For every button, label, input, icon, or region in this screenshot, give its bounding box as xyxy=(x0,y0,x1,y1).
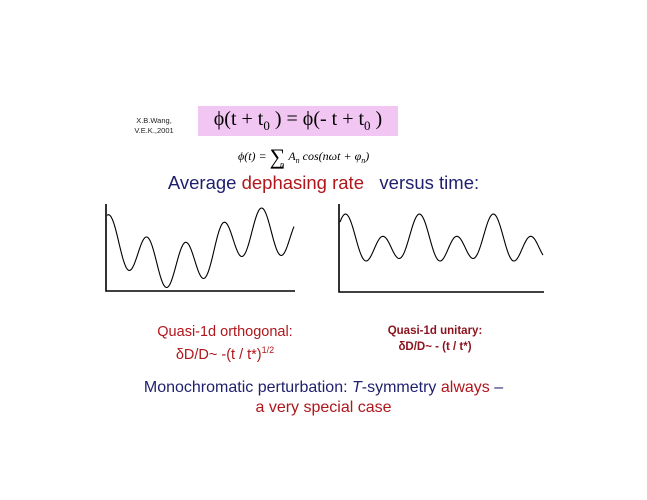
eq-rhs: ) xyxy=(370,108,383,130)
bottom-text-2: -symmetry xyxy=(361,379,441,396)
eq-mid: ) = ϕ(- t + t xyxy=(269,108,365,130)
right-plot-waveform xyxy=(339,213,544,262)
bottom-always: always xyxy=(440,379,490,396)
credit-line-1: X.B.Wang, xyxy=(136,116,172,125)
sum-index: n xyxy=(280,160,284,169)
eq-sub-1: 0 xyxy=(263,118,270,133)
heading-part-1: Average xyxy=(167,172,242,193)
right-caption-formula: δD/D~ - (t / t*) xyxy=(398,341,472,353)
right-plot-axes xyxy=(338,204,544,293)
bottom-dash: – xyxy=(489,379,504,396)
series-lhs: ϕ(t) = xyxy=(238,149,270,163)
eq-sub-2: 0 xyxy=(364,118,371,133)
left-formula-exponent: 1/2 xyxy=(261,345,275,355)
bottom-line-1: Monochromatic perturbation: T-symmetry a… xyxy=(0,378,647,398)
sum-symbol: ∑ xyxy=(269,144,286,169)
heading-highlight: dephasing rate xyxy=(241,172,364,193)
left-plot-waveform xyxy=(106,207,295,289)
bottom-italic-t: T xyxy=(351,379,362,396)
series-a-sub: n xyxy=(295,156,300,165)
bottom-text-1: Monochromatic perturbation: xyxy=(143,379,352,396)
right-oscillation-plot xyxy=(338,204,544,293)
left-oscillation-plot xyxy=(105,204,295,292)
fourier-series-equation: ϕ(t) = ∑ n An cos(nωt + φn) xyxy=(238,140,370,169)
left-formula-text: δD/D~ -(t / t*) xyxy=(175,346,262,363)
series-phi-sub: n xyxy=(361,156,366,165)
bottom-statement: Monochromatic perturbation: T-symmetry a… xyxy=(0,378,647,418)
bottom-line-2: a very special case xyxy=(255,399,392,416)
left-caption-formula: δD/D~ -(t / t*)1/2 xyxy=(140,341,310,364)
right-caption-title: Quasi-1d unitary: xyxy=(387,325,483,337)
symmetry-equation: ϕ(t + t0 ) = ϕ(- t + t0 ) xyxy=(198,108,398,133)
left-caption: Quasi-1d orthogonal: δD/D~ -(t / t*)1/2 xyxy=(140,323,310,364)
series-end: ) xyxy=(365,149,370,163)
credit-line-2: V.E.K.,2001 xyxy=(134,126,174,135)
eq-lhs: ϕ(t + t xyxy=(213,108,264,130)
left-plot-axes xyxy=(105,204,295,292)
right-caption: Quasi-1d unitary: δD/D~ - (t / t*) xyxy=(360,323,510,355)
series-cos: cos(nωt + φ xyxy=(299,149,362,163)
slide-heading: Average dephasing rate versus time: xyxy=(0,172,647,194)
equation-highlight-box xyxy=(198,106,398,136)
series-a: A xyxy=(288,149,296,163)
author-credit: X.B.Wang, V.E.K.,2001 xyxy=(118,116,190,136)
left-caption-title: Quasi-1d orthogonal: xyxy=(157,324,293,340)
heading-part-2: versus time: xyxy=(363,172,480,193)
